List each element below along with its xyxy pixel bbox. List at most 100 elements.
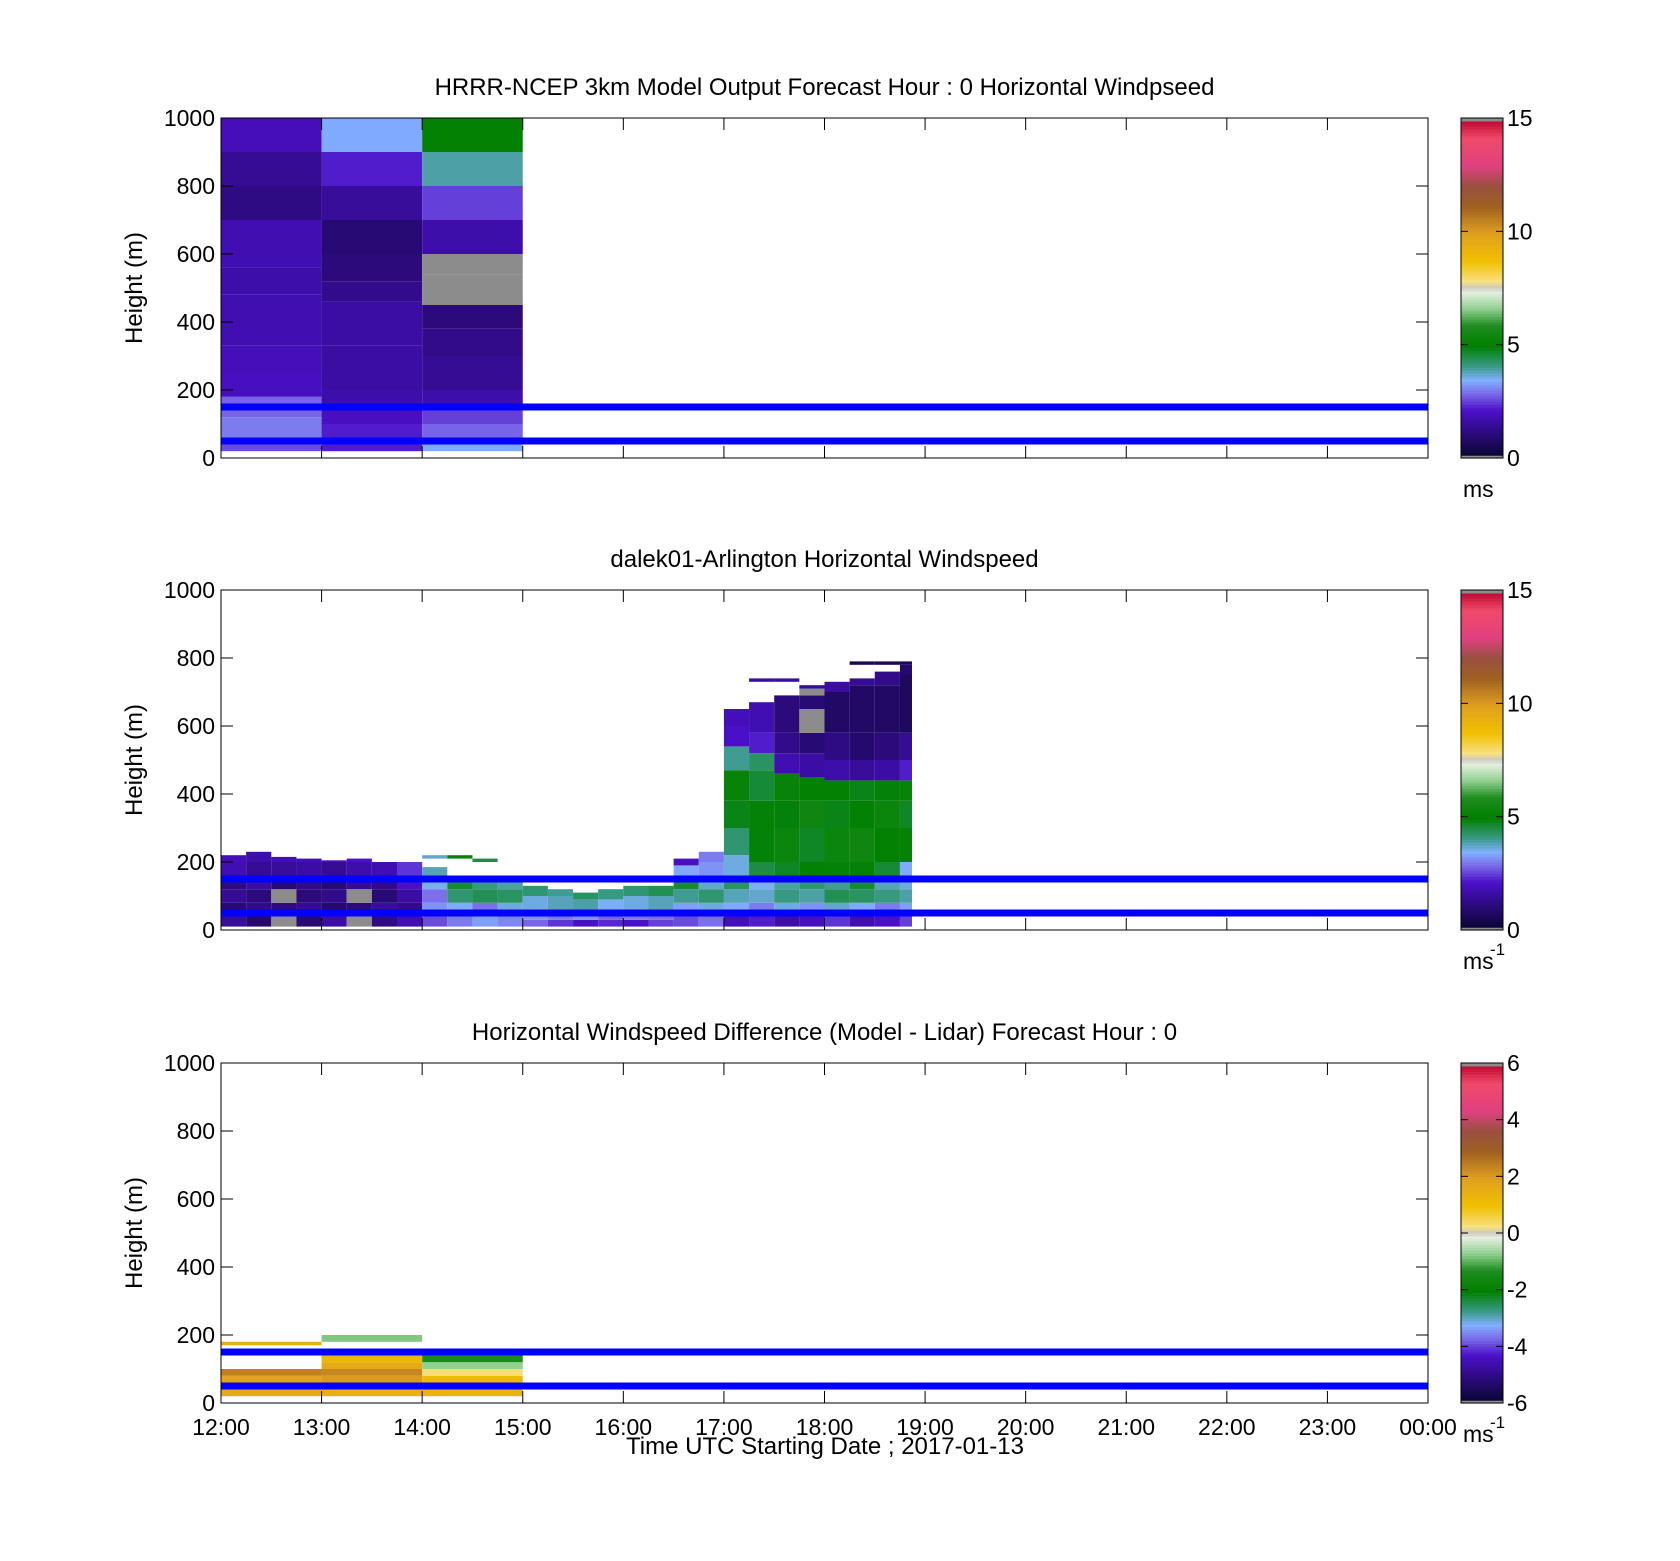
- heatmap-cell: [321, 860, 347, 862]
- colorbar: 0 5 10 15 ms: [1460, 105, 1533, 502]
- colorbar-segment: [1461, 1346, 1503, 1350]
- colorbar-segment: [1461, 1320, 1503, 1325]
- colorbar-segment: [1461, 307, 1503, 312]
- heatmap-cell: [271, 889, 297, 903]
- heatmap-cell: [573, 899, 599, 910]
- colorbar-segment: [1461, 913, 1503, 917]
- colorbar-segment: [1461, 1261, 1503, 1265]
- colorbar-segment: [1461, 1122, 1503, 1126]
- heatmap-cell: [246, 916, 272, 927]
- heatmap-cell: [422, 1389, 523, 1397]
- colorbar-segment: [1461, 1216, 1503, 1220]
- heatmap-cell: [522, 885, 548, 896]
- colorbar-segment: [1461, 1369, 1503, 1373]
- colorbar-segment: [1461, 768, 1503, 772]
- colorbar-segment: [1461, 689, 1503, 693]
- heatmap-cell: [296, 858, 322, 862]
- heatmap-cell: [899, 780, 913, 801]
- colorbar-segment: [1461, 1142, 1503, 1146]
- x-tick-label: 12:00: [192, 1414, 250, 1440]
- colorbar-segment: [1461, 341, 1503, 346]
- heatmap-cell: [321, 152, 423, 186]
- heatmap-cell: [422, 855, 448, 859]
- colorbar-segment: [1461, 788, 1503, 792]
- heatmap-cell: [774, 695, 800, 733]
- heatmap-cell: [849, 889, 875, 903]
- colorbar-tick-label: -6: [1507, 1390, 1527, 1416]
- heatmap-cell: [422, 410, 523, 424]
- y-tick-label: 600: [177, 241, 215, 267]
- colorbar-segment: [1461, 1207, 1503, 1211]
- heatmap-cell: [422, 254, 523, 275]
- colorbar-segment: [1461, 418, 1503, 422]
- heatmap-cell: [723, 855, 750, 876]
- colorbar-segment: [1461, 1139, 1503, 1143]
- colorbar-segment: [1461, 1125, 1503, 1129]
- colorbar-segment: [1461, 1377, 1503, 1381]
- heatmap-cell: [774, 800, 800, 828]
- y-axis-label: Height (m): [121, 704, 148, 816]
- colorbar-tick-label: 15: [1507, 577, 1533, 603]
- heatmap-cell: [874, 862, 900, 876]
- heatmap-cell: [321, 301, 423, 346]
- colorbar-segment: [1461, 672, 1503, 676]
- colorbar-segment: [1461, 256, 1503, 261]
- colorbar-segment: [1461, 618, 1503, 622]
- heatmap-cell: [723, 770, 750, 801]
- heatmap-cell: [321, 281, 423, 302]
- panel-3: Horizontal Windspeed Difference (Model -…: [121, 1019, 1528, 1447]
- heatmap-cell: [774, 732, 800, 754]
- heatmap-cell: [874, 661, 900, 665]
- heatmap-cell: [799, 777, 825, 801]
- colorbar-segment: [1461, 816, 1503, 821]
- colorbar-segment: [1461, 845, 1503, 849]
- colorbar-segment: [1461, 214, 1503, 218]
- colorbar-segment: [1461, 802, 1503, 806]
- colorbar-segment: [1461, 225, 1503, 230]
- colorbar-segment: [1461, 452, 1503, 456]
- heatmap-cell: [799, 695, 825, 709]
- colorbar-segment: [1461, 373, 1503, 377]
- colorbar-segment: [1461, 1289, 1503, 1294]
- colorbar-segment: [1461, 370, 1503, 374]
- colorbar-segment: [1461, 1210, 1503, 1214]
- colorbar-segment: [1461, 762, 1503, 767]
- x-tick-label: 00:00: [1399, 1414, 1457, 1440]
- heatmap-cell: [849, 916, 875, 927]
- colorbar-segment: [1461, 242, 1503, 247]
- colorbar-segment: [1461, 1156, 1503, 1160]
- heatmap-cell: [246, 889, 272, 903]
- colorbar-segment: [1461, 132, 1503, 136]
- colorbar-segment: [1461, 1145, 1503, 1149]
- heatmap-cell: [648, 885, 674, 896]
- heatmap-cell: [623, 919, 649, 927]
- colorbar-segment: [1461, 1337, 1503, 1342]
- colorbar-segment: [1461, 409, 1503, 414]
- heatmap-cell: [899, 862, 913, 876]
- colorbar-segment: [1461, 1108, 1503, 1112]
- colorbar-segment: [1461, 1162, 1503, 1166]
- heatmap-cell: [799, 709, 825, 733]
- heatmap-cell: [321, 889, 347, 903]
- heatmap-cell: [623, 885, 649, 896]
- colorbar-segment: [1461, 186, 1503, 190]
- colorbar-segment: [1461, 748, 1503, 753]
- colorbar-segment: [1461, 191, 1503, 196]
- colorbar-segment: [1461, 384, 1503, 388]
- colorbar-segment: [1461, 120, 1503, 125]
- heatmap-cell: [221, 322, 322, 346]
- heatmap-cell: [849, 800, 875, 828]
- colorbar-segment: [1461, 449, 1503, 453]
- y-tick-label: 600: [177, 713, 215, 739]
- colorbar-segment: [1461, 1275, 1503, 1279]
- colorbar-segment: [1461, 1150, 1503, 1155]
- colorbar-segment: [1461, 336, 1503, 340]
- colorbar-segment: [1461, 1352, 1503, 1356]
- heatmap-cell: [749, 770, 775, 801]
- heatmap-cell: [321, 424, 423, 438]
- colorbar-segment: [1461, 237, 1503, 241]
- colorbar-segment: [1461, 652, 1503, 656]
- colorbar-segment: [1461, 881, 1503, 886]
- colorbar-tick-label: 15: [1507, 105, 1533, 131]
- heatmap-cell: [723, 889, 750, 903]
